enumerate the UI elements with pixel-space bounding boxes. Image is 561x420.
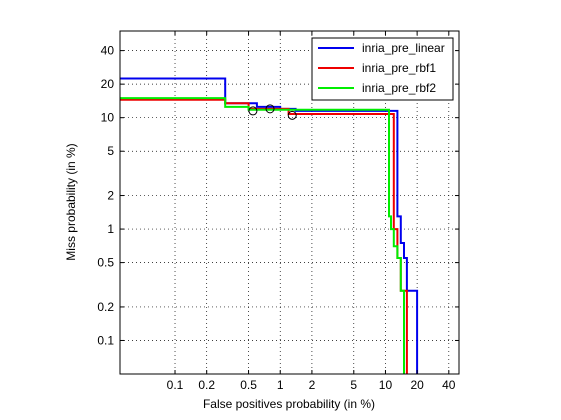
y-tick-label: 20 (101, 77, 115, 91)
x-tick-label: 10 (379, 378, 393, 392)
grid-lines (120, 31, 459, 374)
y-tick-label: 5 (107, 144, 114, 158)
legend-label-rbf2: inria_pre_rbf2 (362, 81, 436, 95)
x-tick-label: 20 (410, 378, 424, 392)
x-tick-label: 5 (350, 378, 357, 392)
series-markers (248, 104, 297, 120)
marker-inria_pre_rbf2 (248, 106, 258, 116)
axis-ticks: 0.1 0.2 0.5 1 2 5 10 20 40 0.1 0.2 0.5 1 2 5 10 20 40 (97, 31, 459, 392)
plot-frame (119, 30, 460, 375)
y-tick-label: 0.5 (97, 256, 114, 270)
y-axis-label: Miss probability (in %) (64, 143, 78, 260)
x-axis-label: False positives probability (in %) (203, 397, 375, 411)
x-tick-label: 0.2 (198, 378, 215, 392)
y-tick-label: 0.2 (97, 300, 114, 314)
legend-label-linear: inria_pre_linear (362, 41, 445, 55)
x-tick-label: 1 (277, 378, 284, 392)
legend: inria_pre_linear inria_pre_rbf1 inria_pr… (311, 37, 454, 101)
x-tick-label: 0.5 (240, 378, 257, 392)
x-tick-label: 40 (442, 378, 456, 392)
y-tick-label: 0.1 (97, 333, 114, 347)
marker-inria_pre_linear (265, 104, 275, 114)
y-tick-label: 40 (101, 44, 115, 58)
legend-label-rbf1: inria_pre_rbf1 (362, 61, 436, 75)
x-tick-label: 0.1 (167, 378, 184, 392)
y-tick-label: 1 (107, 222, 114, 236)
y-tick-label: 2 (107, 189, 114, 203)
series-lines (120, 77, 419, 374)
y-tick-label: 10 (101, 111, 115, 125)
x-tick-label: 2 (309, 378, 316, 392)
series-line-inria_pre_linear (120, 77, 419, 374)
series-line-inria_pre_rbf2 (120, 97, 405, 374)
marker-inria_pre_rbf1 (287, 110, 297, 120)
